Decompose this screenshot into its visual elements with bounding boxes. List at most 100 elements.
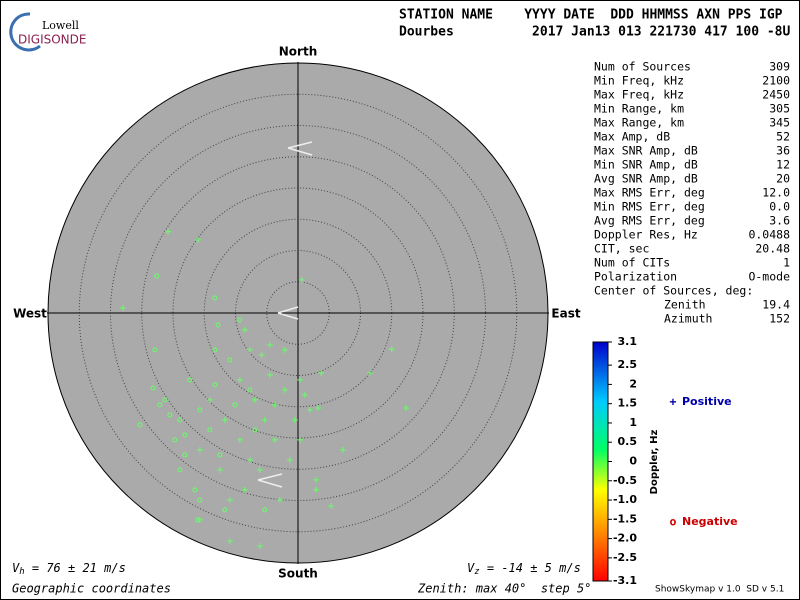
stat-label: Max SNR Amp, dB	[594, 144, 698, 158]
source-positive	[251, 396, 258, 403]
source-positive	[340, 446, 346, 453]
source-positive	[306, 406, 313, 413]
source-positive	[266, 341, 273, 348]
stat-value: 309	[769, 60, 790, 74]
colorbar-tick-label: 1	[629, 416, 637, 429]
source-negative	[162, 397, 168, 403]
source-positive	[403, 405, 410, 411]
source-positive	[388, 346, 395, 353]
drift-arrow	[257, 473, 283, 481]
stat-value: O-mode	[748, 270, 790, 284]
source-positive	[296, 376, 303, 383]
source-positive	[236, 436, 243, 443]
colorbar-label: Doppler, Hz	[649, 430, 660, 495]
source-negative	[182, 432, 188, 438]
direction: North	[279, 45, 317, 59]
vh: Vh = 76 ± 21 m/s	[12, 561, 126, 577]
drift-arrow	[277, 306, 299, 314]
source-positive	[216, 466, 223, 473]
stat-value: 12.0	[762, 186, 790, 200]
legend-label: Negative	[682, 515, 738, 528]
source-negative	[197, 497, 203, 503]
colorbar-tick-label: 2	[629, 377, 637, 390]
stat-value: 1	[783, 256, 790, 270]
source-positive	[276, 496, 283, 503]
source-negative	[215, 322, 221, 328]
stat-label: Max Freq, kHz	[594, 88, 684, 102]
source-positive	[271, 436, 278, 443]
source-positive	[241, 486, 248, 493]
logo: DIGISONDE	[18, 33, 86, 47]
stat-value: 3.6	[769, 214, 790, 228]
stat-label: Min Range, km	[594, 102, 684, 116]
logo: Lowell	[42, 19, 79, 32]
legend-marker: o	[670, 515, 677, 529]
source-negative	[217, 452, 223, 458]
source-positive	[195, 236, 201, 243]
vz: Vz = -14 ± 5 m/s	[467, 561, 581, 577]
stat-value: 20	[776, 172, 790, 186]
direction: West	[13, 307, 47, 321]
source-positive	[165, 228, 171, 235]
stat-heading: Center of Sources, deg:	[594, 284, 753, 298]
source-negative	[192, 487, 198, 493]
source-positive	[315, 405, 321, 411]
source-negative	[154, 273, 160, 279]
source-positive	[226, 538, 233, 545]
coords: Geographic coordinates	[12, 582, 171, 596]
stat-label: Zenith	[664, 298, 706, 312]
source-negative	[187, 377, 193, 383]
colorbar-tick-label: -3.1	[613, 574, 637, 587]
stat-label: Max Amp, dB	[594, 130, 670, 144]
colorbar-tick-label: 3.1	[618, 335, 638, 348]
colorbar	[592, 341, 609, 582]
stat-value: 20.48	[755, 242, 790, 256]
header-values: Dourbes 2017 Jan13 013 221730 417 100 -8…	[399, 25, 791, 40]
source-negative	[212, 295, 218, 301]
source-positive	[246, 456, 253, 463]
source-negative	[167, 412, 173, 418]
legend-marker: +	[670, 395, 677, 409]
source-negative	[177, 467, 183, 473]
colorbar-tick-label: -0.5	[613, 474, 637, 487]
stat-label: Polarization	[594, 270, 677, 284]
source-positive	[318, 370, 325, 376]
source-positive	[296, 436, 303, 443]
stat-label: Max RMS Err, deg	[594, 186, 705, 200]
source-positive	[196, 446, 203, 453]
source-positive	[241, 326, 248, 333]
drift-arrow	[287, 141, 313, 149]
source-negative	[247, 387, 253, 393]
stat-label: Min Freq, kHz	[594, 74, 684, 88]
source-negative	[252, 427, 258, 433]
source-negative	[172, 437, 178, 443]
source-negative	[207, 427, 213, 433]
stat-label: Num of Sources	[594, 60, 691, 74]
colorbar-tick-label: -1.5	[613, 512, 637, 525]
source-positive	[281, 346, 288, 353]
drift-arrow	[277, 312, 299, 320]
source-positive	[256, 543, 263, 550]
stat-label: CIT, sec	[594, 242, 649, 256]
colorbar-tick-label: 1.5	[618, 397, 638, 410]
stat-value: 0.0488	[748, 228, 790, 242]
stat-value: 19.4	[762, 298, 790, 312]
source-negative	[182, 452, 188, 458]
source-positive	[301, 391, 308, 398]
source-negative	[232, 402, 238, 408]
stat-value: 52	[776, 130, 790, 144]
source-positive	[328, 503, 335, 510]
stat-label: Avg RMS Err, deg	[594, 214, 705, 228]
stat-label: Max Range, km	[594, 116, 684, 130]
stat-value: 2450	[762, 88, 790, 102]
stat-value: 0.0	[769, 200, 790, 214]
stat-label: Doppler Res, Hz	[594, 228, 698, 242]
colorbar-tick-label: 0	[629, 455, 637, 468]
source-negative	[237, 317, 243, 323]
source-positive	[271, 401, 278, 408]
stat-label: Min SNR Amp, dB	[594, 158, 698, 172]
drift-arrow	[287, 147, 313, 156]
source-negative	[212, 382, 218, 388]
direction: East	[551, 307, 580, 321]
